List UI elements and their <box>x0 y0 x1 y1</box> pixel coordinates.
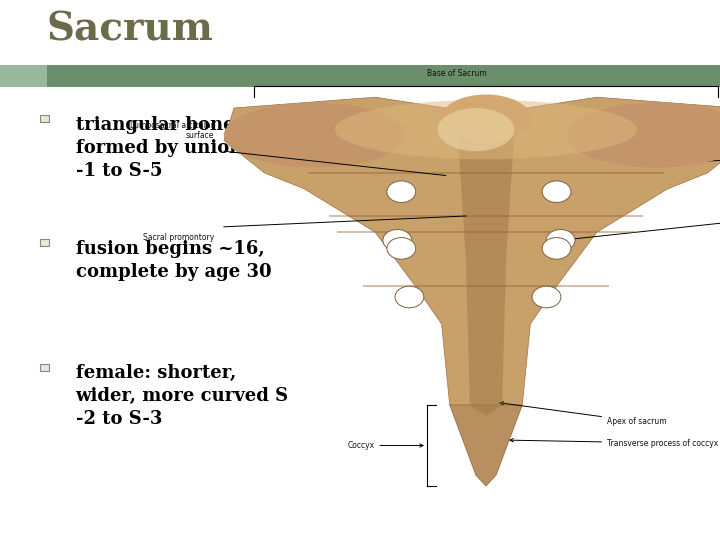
Ellipse shape <box>438 108 514 151</box>
Circle shape <box>395 286 424 308</box>
Bar <box>40 115 49 122</box>
Ellipse shape <box>335 100 637 159</box>
Polygon shape <box>456 103 516 416</box>
Circle shape <box>387 238 415 259</box>
Bar <box>0 65 47 87</box>
Text: Ala (wing): Ala (wing) <box>691 152 720 163</box>
Polygon shape <box>224 97 720 416</box>
Text: triangular bone
formed by union of S
-1 to S-5: triangular bone formed by union of S -1 … <box>76 116 287 180</box>
Text: Sacrum: Sacrum <box>47 11 214 49</box>
FancyArrow shape <box>364 285 608 287</box>
Bar <box>40 363 49 370</box>
Ellipse shape <box>224 103 405 167</box>
Text: Apex of sacrum: Apex of sacrum <box>500 402 667 426</box>
Text: female: shorter,
wider, more curved S
-2 to S-3: female: shorter, wider, more curved S -2… <box>76 364 289 428</box>
Text: Transverse process of coccyx: Transverse process of coccyx <box>510 438 719 448</box>
Text: Lumbosacral articular
surface: Lumbosacral articular surface <box>130 121 214 140</box>
Circle shape <box>383 230 412 251</box>
FancyArrow shape <box>330 215 642 217</box>
Bar <box>47 65 720 87</box>
Circle shape <box>546 230 575 251</box>
Text: Base of Sacrum: Base of Sacrum <box>428 69 487 78</box>
FancyArrow shape <box>337 231 635 233</box>
Circle shape <box>542 181 571 202</box>
Text: Sacral promontory: Sacral promontory <box>143 233 214 242</box>
Circle shape <box>532 286 561 308</box>
Text: Coccyx: Coccyx <box>347 441 423 450</box>
Circle shape <box>542 238 571 259</box>
Ellipse shape <box>441 94 531 143</box>
Circle shape <box>387 181 415 202</box>
Polygon shape <box>450 405 522 486</box>
Text: fusion begins ~16,
complete by age 30: fusion begins ~16, complete by age 30 <box>76 240 271 281</box>
Text: Anterior (pelvic)
sacral foramina: Anterior (pelvic) sacral foramina <box>564 204 720 241</box>
FancyArrow shape <box>308 172 664 174</box>
Bar <box>40 239 49 246</box>
Ellipse shape <box>567 103 720 167</box>
